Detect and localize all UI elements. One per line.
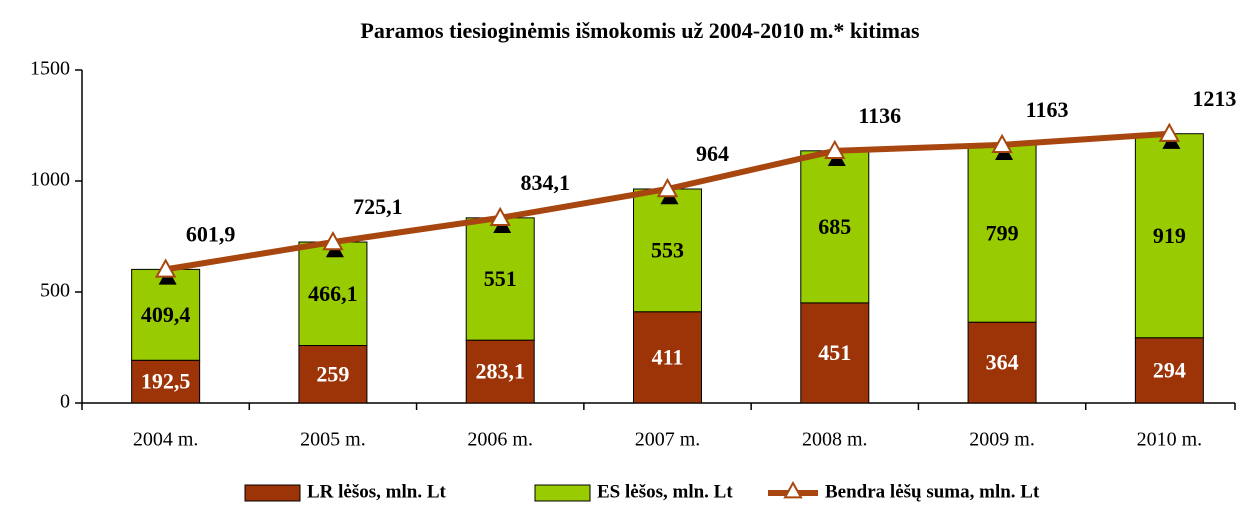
data-label: 283,1 [475, 359, 525, 384]
x-tick-label: 2004 m. [133, 429, 199, 451]
legend-swatch [244, 484, 301, 502]
marker [991, 133, 1013, 154]
bar [465, 339, 535, 404]
x-tick-label: 2006 m. [467, 429, 533, 451]
bar [1134, 133, 1204, 339]
data-label: 551 [484, 266, 517, 291]
data-label: 919 [1153, 223, 1186, 248]
bar [633, 311, 702, 404]
bar [465, 217, 535, 341]
bar [1134, 337, 1204, 404]
y-tick-label: 0 [60, 391, 70, 413]
marker [154, 258, 177, 278]
y-tick-label: 1500 [30, 58, 70, 80]
marker [824, 139, 846, 160]
marker [656, 177, 679, 198]
y-tick-label: 500 [40, 280, 70, 302]
data-label: 409,4 [141, 302, 191, 327]
bar [800, 302, 870, 404]
x-tick-label: 2007 m. [635, 429, 701, 451]
bar [298, 345, 368, 404]
data-label: 451 [818, 340, 851, 365]
data-label: 466,1 [308, 281, 358, 306]
data-label: 1163 [1026, 97, 1069, 122]
legend-marker [783, 480, 803, 499]
bar [131, 359, 201, 404]
data-label: 799 [986, 221, 1019, 246]
data-label: 411 [652, 344, 684, 369]
y-tick-label: 1000 [30, 169, 70, 191]
marker [322, 230, 344, 251]
bar [298, 241, 368, 347]
data-label: 294 [1153, 357, 1186, 382]
bar [967, 144, 1037, 323]
x-tick-label: 2009 m. [969, 429, 1035, 451]
legend-label: LR lėšos, mln. Lt [307, 481, 446, 502]
data-label: 685 [818, 214, 851, 239]
legend-label: ES lėšos, mln. Lt [597, 481, 733, 502]
bar [800, 150, 870, 304]
bar [967, 321, 1037, 404]
data-label: 192,5 [141, 369, 191, 394]
data-label: 834,1 [520, 170, 570, 195]
legend-swatch [534, 484, 591, 502]
bar [633, 188, 702, 313]
data-label: 553 [651, 237, 684, 262]
data-label: 364 [986, 350, 1019, 375]
data-label: 1213 [1192, 86, 1236, 111]
data-label: 259 [316, 361, 349, 386]
x-tick-label: 2005 m. [300, 429, 366, 451]
data-label: 1136 [858, 103, 901, 128]
legend-label: Bendra lėšų suma, mln. Lt [825, 481, 1040, 502]
x-tick-label: 2010 m. [1137, 429, 1203, 451]
x-tick-label: 2008 m. [802, 429, 868, 451]
data-label: 964 [696, 141, 729, 166]
data-label: 601,9 [186, 221, 236, 246]
marker [489, 206, 511, 227]
marker [1158, 122, 1181, 142]
chart-title: Paramos tiesioginėmis išmokomis už 2004-… [360, 18, 920, 43]
data-label: 725,1 [353, 194, 403, 219]
